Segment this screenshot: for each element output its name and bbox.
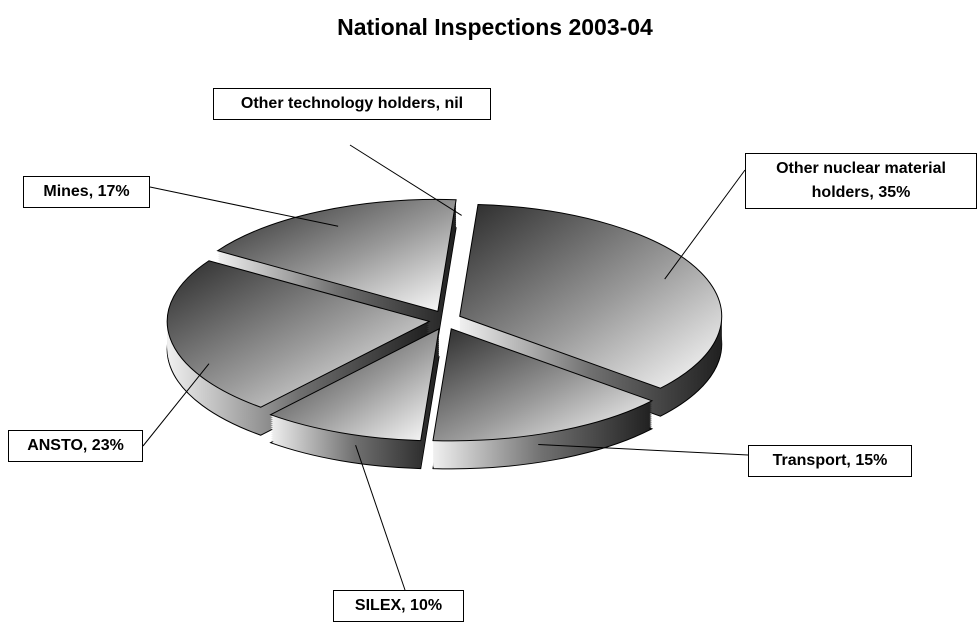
leader-line: [149, 186, 339, 227]
leader-line: [538, 443, 749, 456]
slice: [459, 204, 723, 389]
data-label: SILEX, 10%: [333, 590, 464, 622]
leader-line: [355, 445, 406, 591]
data-label: ANSTO, 23%: [8, 430, 143, 462]
data-label: Other nuclear material holders, 35%: [745, 153, 977, 209]
leader-line: [349, 144, 462, 216]
leader-line: [142, 363, 210, 447]
data-label: Other technology holders, nil: [213, 88, 491, 120]
data-label: Transport, 15%: [748, 445, 912, 477]
slice: [432, 328, 654, 442]
data-label: Mines, 17%: [23, 176, 150, 208]
slice: [166, 260, 431, 408]
leader-line: [664, 169, 746, 280]
slice: [269, 328, 440, 442]
chart-title: National Inspections 2003-04: [337, 14, 653, 40]
slice: [216, 198, 457, 313]
